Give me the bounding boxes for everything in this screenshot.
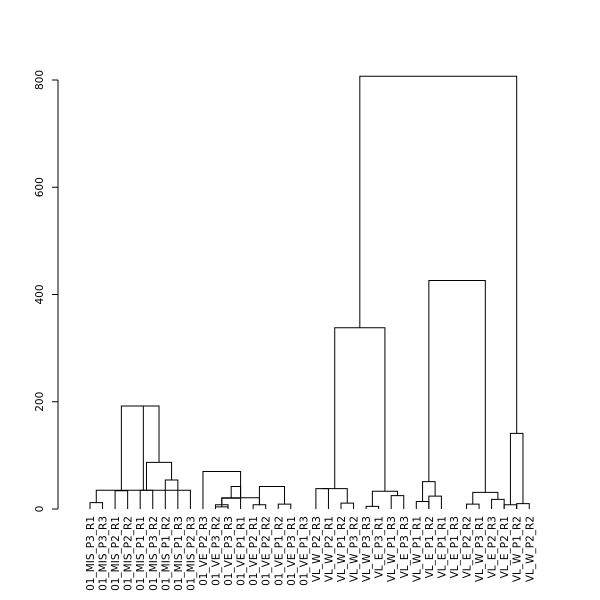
- y-axis: 0 200 400 600 800: [34, 70, 59, 513]
- dendrogram-branch: [371, 490, 398, 507]
- leaf-label: 01_VE_P2_R3: [198, 516, 210, 586]
- dendrogram-branch: [114, 490, 129, 509]
- y-tick-label: 200: [34, 392, 46, 412]
- dendrogram-branch: [472, 491, 499, 505]
- y-tick-label: 400: [34, 284, 46, 304]
- dendrogram-branch: [89, 502, 104, 509]
- leaf-label: VL_W_P2_R1: [323, 516, 335, 582]
- leaf-label: 01_VE_P1_R2: [273, 516, 285, 586]
- dendrogram-branch: [359, 75, 518, 434]
- dendrogram-branch: [491, 498, 505, 509]
- dendrogram-branch: [215, 506, 229, 509]
- leaf-label: VL_E_P2_R1: [499, 516, 511, 578]
- leaf-label: VL_W_P1_R3: [386, 516, 398, 582]
- leaf-label: VL_W_P1_R2: [336, 516, 348, 582]
- leaf-label: 01_VE_P2_R2: [261, 516, 273, 586]
- dendrogram-branch: [145, 461, 173, 491]
- leaf-label: VL_W_P1_R2: [512, 516, 524, 582]
- dendrogram-branch: [466, 503, 480, 509]
- dendrogram-branch: [516, 503, 530, 509]
- leaf-label: 01_VE_P1_R1: [236, 516, 248, 586]
- leaf-label: 01_MIS_P1_R3: [173, 516, 185, 591]
- leaf-label: VL_W_P2_R3: [311, 516, 323, 582]
- leaf-label: 01_MIS_P1_R2: [160, 516, 172, 591]
- dendrogram-branch: [142, 405, 160, 491]
- leaf-label: 01_VE_P3_R3: [223, 516, 235, 586]
- dendrogram-branch: [202, 470, 242, 509]
- dendrogram-branch: [139, 489, 154, 509]
- dendrogram-branch: [503, 504, 518, 509]
- dendrogram-branch: [230, 485, 242, 499]
- leaf-label: 01_MIS_P1_R1: [135, 516, 147, 591]
- leaf-label: 01_MIS_P2_R2: [123, 516, 135, 591]
- y-tick-label: 0: [34, 506, 46, 513]
- leaf-label: VL_E_P3_R1: [374, 516, 386, 578]
- dendrogram-branch: [95, 489, 191, 509]
- leaf-label: VL_E_P1_R2: [424, 516, 436, 578]
- dendrogram-branch: [334, 327, 386, 492]
- dendrogram-branches: [89, 75, 530, 509]
- dendrogram-branch: [120, 405, 152, 491]
- dendrogram-branch: [322, 488, 348, 504]
- dendrogram-branch: [365, 505, 380, 509]
- leaf-label: 01_VE_P1_R3: [298, 516, 310, 586]
- leaf-label: VL_E_P2_R3: [487, 516, 499, 578]
- leaf-label: 01_VE_P3_R1: [286, 516, 298, 586]
- leaf-label: 01_MIS_P3_R1: [85, 516, 97, 591]
- dendrogram-branch: [277, 503, 292, 509]
- leaf-labels: 01_MIS_P3_R1 01_MIS_P3_R3 01_MIS_P2_R1 01_M…: [85, 516, 536, 591]
- leaf-label: VL_E_P2_R2: [462, 516, 474, 578]
- leaf-label: VL_W_P3_R2: [349, 516, 361, 582]
- dendrogram-branch: [164, 479, 179, 509]
- leaf-label: VL_W_P2_R2: [524, 516, 536, 582]
- leaf-label: 01_MIS_P2_R3: [185, 516, 197, 591]
- leaf-label: 01_VE_P2_R1: [248, 516, 260, 586]
- y-tick-label: 600: [34, 177, 46, 197]
- dendrogram-branch: [415, 500, 430, 509]
- dendrogram-branch: [315, 488, 329, 509]
- leaf-label: 01_MIS_P2_R1: [110, 516, 122, 591]
- dendrogram-branch: [509, 432, 524, 505]
- dendrogram-branch: [340, 502, 355, 509]
- leaf-label: VL_W_P3_R1: [474, 516, 486, 582]
- leaf-label: VL_W_P3_R3: [361, 516, 373, 582]
- dendrogram-branch: [258, 485, 286, 505]
- y-tick-label: 800: [34, 70, 46, 90]
- leaf-label: VL_E_P1_R1: [436, 516, 448, 578]
- dendrogram-branch: [428, 280, 486, 493]
- leaf-label: 01_MIS_P3_R2: [148, 516, 160, 591]
- leaf-label: VL_E_P3_R3: [399, 516, 411, 578]
- leaf-label: 01_VE_P3_R2: [211, 516, 223, 586]
- leaf-label: VL_E_P1_R3: [449, 516, 461, 578]
- dendrogram-branch: [390, 495, 405, 509]
- leaf-label: VL_W_P1_R1: [411, 516, 423, 582]
- leaf-label: 01_MIS_P3_R3: [98, 516, 110, 591]
- dendrogram-branch: [252, 504, 267, 509]
- dendrogram-branch: [428, 495, 442, 509]
- dendrogram-branch: [221, 497, 242, 509]
